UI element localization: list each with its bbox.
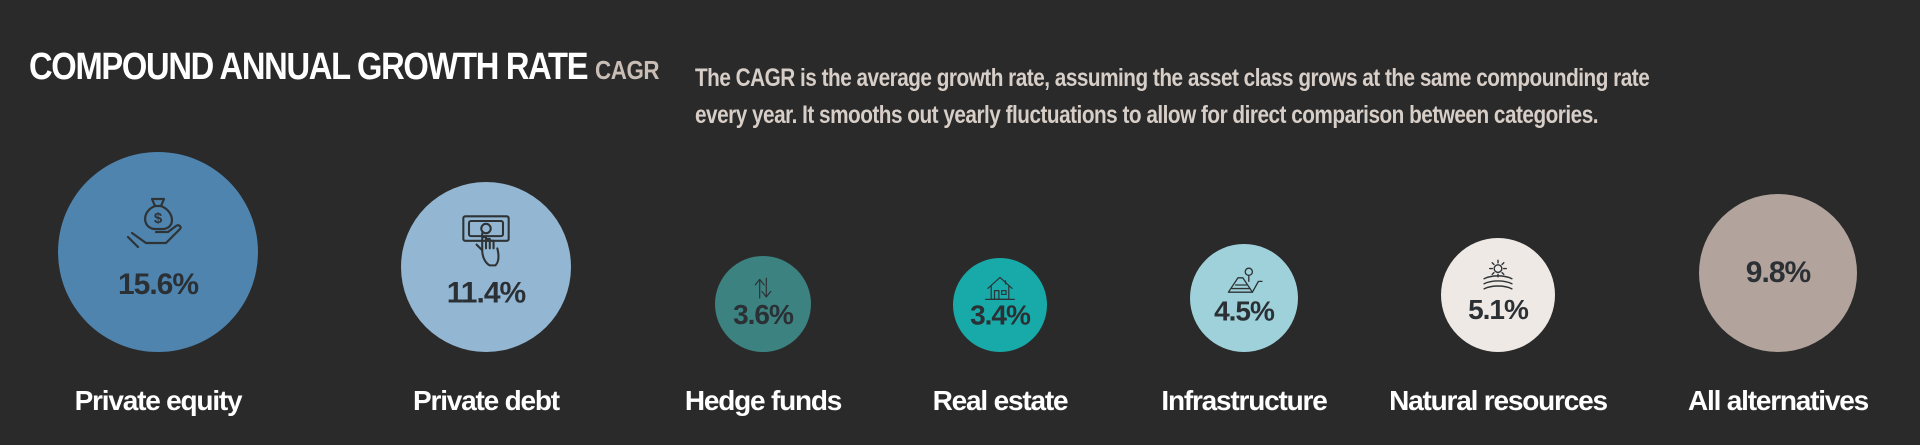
value-label: 4.5% (1214, 296, 1275, 327)
description-line-1: The CAGR is the average growth rate, ass… (695, 64, 1650, 92)
bubble-circle (1190, 244, 1298, 352)
value-label: 3.4% (970, 300, 1031, 331)
chart-description: The CAGR is the average growth rate, ass… (695, 60, 1691, 134)
value-label: 3.6% (733, 299, 794, 330)
category-label: Private equity (75, 385, 243, 416)
category-label: All alternatives (1688, 385, 1869, 416)
money-bag-in-hand-icon: $ (126, 197, 182, 249)
svg-text:$: $ (154, 210, 163, 227)
bubble-real-estate: 3.4% Real estate (933, 258, 1069, 416)
hand-on-banknote-icon (462, 215, 510, 267)
exchange-arrows-icon (754, 277, 772, 299)
bubble-circle (58, 152, 258, 352)
category-label: Private debt (413, 385, 560, 416)
value-label: 15.6% (118, 268, 198, 301)
title-abbreviation: CAGR (595, 55, 660, 85)
bubble-natural-resources: 5.1% Natural resources (1389, 238, 1609, 416)
chart-title: COMPOUND ANNUAL GROWTH RATE CAGR (29, 46, 660, 89)
value-label: 9.8% (1746, 256, 1811, 289)
category-label: Real estate (933, 385, 1068, 416)
value-label: 5.1% (1468, 294, 1529, 325)
bubble-hedge-funds: 3.6% Hedge funds (685, 256, 843, 416)
bubble-circle (1441, 238, 1555, 352)
sun-over-field-icon (1483, 259, 1513, 290)
bubble-infrastructure: 4.5% Infrastructure (1161, 244, 1328, 416)
bubble-circle (953, 258, 1047, 352)
title-text: COMPOUND ANNUAL GROWTH RATE (29, 46, 589, 88)
description-line-2: every year. It smooths out yearly fluctu… (695, 101, 1599, 129)
bubble-circle (715, 256, 811, 352)
category-label: Natural resources (1389, 385, 1607, 416)
road-pin-icon (1227, 267, 1263, 293)
category-label: Infrastructure (1161, 385, 1327, 416)
bubble-private-equity: $15.6% Private equity (58, 152, 258, 416)
house-icon (985, 276, 1015, 300)
bubble-circle (1699, 194, 1857, 352)
bubble-all-alternatives: 9.8% All alternatives (1688, 194, 1870, 416)
category-label: Hedge funds (685, 385, 842, 416)
bubble-private-debt: 11.4% Private debt (401, 182, 571, 416)
value-label: 11.4% (447, 277, 526, 310)
bubble-circle (401, 182, 571, 352)
